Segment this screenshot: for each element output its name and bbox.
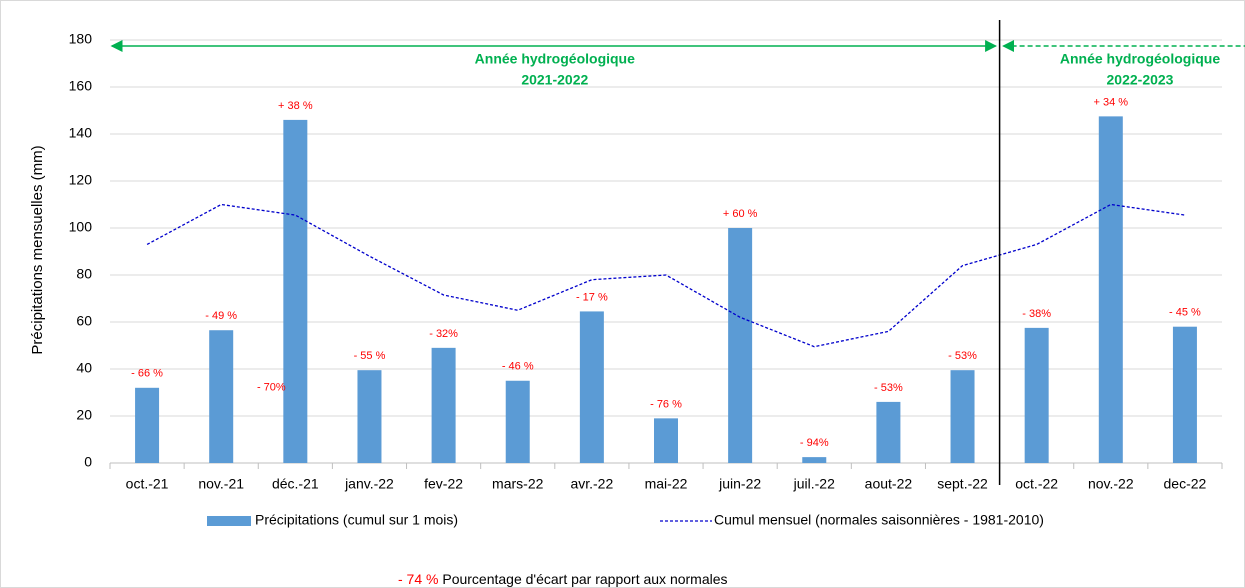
- x-tick-label: oct.-21: [126, 476, 169, 492]
- percent-label: + 38 %: [278, 100, 313, 112]
- period-title: Année hydrogéologique: [475, 51, 635, 67]
- bar: [1098, 116, 1123, 463]
- bar: [1024, 327, 1049, 463]
- percent-label: + 34 %: [1094, 96, 1129, 108]
- x-tick-label: fev-22: [424, 476, 463, 492]
- x-tick-label: aout-22: [865, 476, 913, 492]
- period-years: 2022-2023: [1107, 72, 1174, 88]
- percent-label: - 32%: [429, 328, 458, 340]
- legend-note-text: Pourcentage d'écart par rapport aux norm…: [438, 571, 727, 587]
- bar: [876, 401, 901, 463]
- legend-label: Précipitations (cumul sur 1 mois): [255, 512, 458, 528]
- bar: [505, 380, 530, 463]
- x-tick-label: oct.-22: [1015, 476, 1058, 492]
- x-tick-label: juin-22: [718, 476, 761, 492]
- bar: [654, 418, 678, 463]
- percent-label: - 76 %: [650, 398, 682, 410]
- x-tick-label: avr.-22: [570, 476, 613, 492]
- bar: [135, 387, 160, 463]
- bar: [209, 330, 234, 463]
- bar: [728, 228, 753, 463]
- bar: [1172, 326, 1197, 463]
- percent-label: - 94%: [800, 437, 829, 449]
- y-tick-label: 140: [69, 125, 93, 141]
- bar: [802, 457, 827, 463]
- x-tick-label: mars-22: [492, 476, 544, 492]
- x-tick-label: déc.-21: [272, 476, 319, 492]
- percent-label: - 17 %: [576, 291, 608, 303]
- percent-label: - 53%: [948, 350, 977, 362]
- bar: [950, 370, 975, 463]
- percent-label: - 66 %: [131, 368, 163, 380]
- x-tick-label: nov.-21: [198, 476, 244, 492]
- period-title: Année hydrogéologique: [1060, 51, 1220, 67]
- y-tick-label: 40: [76, 360, 92, 376]
- y-tick-label: 100: [69, 219, 93, 235]
- y-tick-label: 60: [76, 313, 92, 329]
- y-axis-label: Précipitations mensuelles (mm): [29, 145, 46, 354]
- legend-label: Cumul mensuel (normales saisonnières - 1…: [714, 512, 1044, 528]
- percent-label: - 53%: [874, 382, 903, 394]
- x-tick-label: sept.-22: [937, 476, 988, 492]
- x-tick-label: juil.-22: [793, 476, 835, 492]
- y-tick-label: 20: [76, 407, 92, 423]
- legend-note-sample: - 74 %: [398, 571, 438, 587]
- legend-note: - 74 % Pourcentage d'écart par rapport a…: [398, 571, 728, 587]
- y-tick-label: 120: [69, 172, 93, 188]
- y-tick-label: 160: [69, 78, 93, 94]
- stray-label: - 70%: [257, 382, 286, 394]
- x-tick-label: mai-22: [645, 476, 688, 492]
- percent-label: - 46 %: [502, 361, 534, 373]
- percent-label: + 60 %: [723, 208, 758, 220]
- period-years: 2021-2022: [521, 72, 588, 88]
- bar: [431, 347, 456, 463]
- bar: [579, 311, 604, 463]
- y-tick-label: 0: [84, 454, 92, 470]
- y-tick-label: 180: [69, 31, 93, 47]
- legend-swatch: [207, 516, 251, 526]
- percent-label: - 38%: [1022, 308, 1051, 320]
- normal-line: [146, 203, 1186, 348]
- bar: [357, 370, 382, 463]
- bar: [283, 119, 308, 464]
- percent-label: - 49 %: [205, 310, 237, 322]
- x-tick-label: janv.-22: [344, 476, 394, 492]
- percent-label: - 55 %: [354, 350, 386, 362]
- y-tick-label: 80: [76, 266, 92, 282]
- percent-label: - 45 %: [1169, 307, 1201, 319]
- x-tick-label: dec-22: [1164, 476, 1207, 492]
- x-tick-label: nov.-22: [1088, 476, 1134, 492]
